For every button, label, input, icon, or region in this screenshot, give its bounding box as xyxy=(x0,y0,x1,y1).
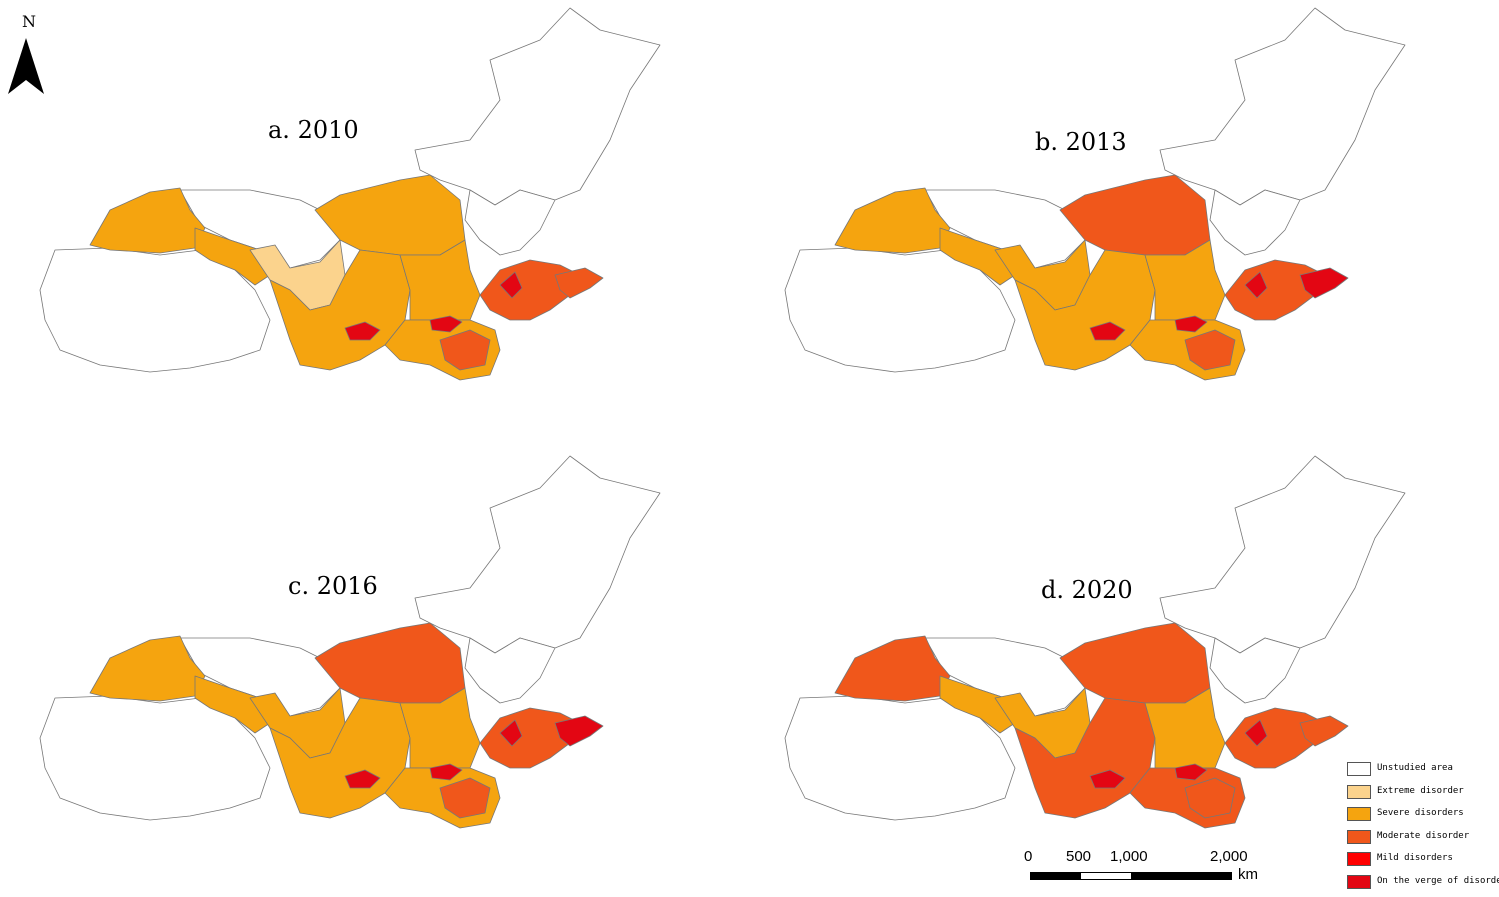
region-south-henan xyxy=(439,329,491,371)
map-2010 xyxy=(39,7,661,381)
region-hotspot-3 xyxy=(1244,719,1268,747)
map-regions xyxy=(39,455,661,829)
region-northeast xyxy=(1159,455,1406,654)
region-northeast xyxy=(414,455,661,654)
region-hotspot-2 xyxy=(429,315,463,333)
region-gansu-strip xyxy=(939,227,1016,286)
region-qinghai xyxy=(39,695,271,821)
region-west xyxy=(834,187,951,254)
region-qinghai xyxy=(784,247,1016,373)
region-northeast-south xyxy=(1209,189,1301,256)
legend-swatch xyxy=(1347,829,1371,844)
legend-item: On the verge of disorder xyxy=(1343,873,1499,896)
region-northeast xyxy=(1159,7,1406,206)
region-hotspot-1 xyxy=(344,321,381,341)
region-shaanxi xyxy=(269,697,411,819)
region-inner-mongolia-west xyxy=(179,189,341,269)
map-panel-2020: d. 2020 xyxy=(745,448,1445,878)
region-northeast-south xyxy=(464,189,556,256)
region-hotspot-2 xyxy=(429,763,463,781)
region-coast xyxy=(554,267,604,299)
north-arrow: N xyxy=(4,8,48,98)
region-west xyxy=(89,187,206,254)
scale-unit: km xyxy=(1238,866,1258,883)
region-inner-mongolia-west xyxy=(924,189,1086,269)
panel-title: d. 2020 xyxy=(1041,576,1133,604)
legend-label: Extreme disorder xyxy=(1377,785,1464,796)
panel-title: c. 2016 xyxy=(288,572,378,600)
map-2020 xyxy=(784,455,1406,829)
region-south-henan xyxy=(1184,329,1236,371)
region-hotspot-3 xyxy=(499,719,523,747)
legend-swatch xyxy=(1347,874,1371,889)
region-coast xyxy=(1299,715,1349,747)
panel-title: a. 2010 xyxy=(268,116,359,144)
map-regions xyxy=(39,7,661,381)
region-hotspot-1 xyxy=(1089,321,1126,341)
scale-bar: 0 500 1,000 2,000 km xyxy=(1020,848,1270,888)
region-shaanxi xyxy=(1014,697,1156,819)
scale-segment xyxy=(1080,872,1132,880)
legend-swatch xyxy=(1347,807,1371,821)
map-regions xyxy=(784,7,1406,381)
legend-item: Severe disorders xyxy=(1343,805,1499,828)
legend-item: Unstudied area xyxy=(1343,760,1499,783)
panel-title: b. 2013 xyxy=(1035,128,1127,156)
scale-segment xyxy=(1132,872,1232,880)
region-south-henan xyxy=(439,777,491,819)
region-hotspot-3 xyxy=(499,271,523,299)
region-inner-mongolia-west xyxy=(179,637,341,717)
map-panel-2013: b. 2013 xyxy=(745,0,1445,430)
region-qinghai xyxy=(39,247,271,373)
region-hotspot-2 xyxy=(1174,315,1208,333)
legend-label: Mild disorders xyxy=(1377,853,1453,863)
region-coast xyxy=(554,715,604,747)
legend: Unstudied area Extreme disorder Severe d… xyxy=(1343,760,1499,895)
map-2016 xyxy=(39,455,661,829)
region-hotspot-1 xyxy=(344,769,381,789)
map-panel-2010: a. 2010 xyxy=(0,0,700,430)
region-south-henan xyxy=(1184,777,1236,819)
legend-item: Mild disorders xyxy=(1343,850,1499,873)
region-west xyxy=(89,635,206,702)
region-shanxi xyxy=(1144,239,1226,321)
legend-item: Moderate disorder xyxy=(1343,828,1499,851)
scale-segment xyxy=(1030,872,1080,880)
north-arrow-icon xyxy=(8,38,44,94)
region-hotspot-2 xyxy=(1174,763,1208,781)
region-hotspot-1 xyxy=(1089,769,1126,789)
region-shanxi xyxy=(1144,687,1226,769)
region-shanxi xyxy=(399,687,481,769)
map-2013 xyxy=(784,7,1406,381)
region-hotspot-3 xyxy=(1244,271,1268,299)
legend-label: Severe disorders xyxy=(1377,808,1464,818)
region-northeast-south xyxy=(1209,637,1301,704)
map-panel-2016: c. 2016 xyxy=(0,448,700,878)
legend-item: Extreme disorder xyxy=(1343,783,1499,806)
scale-tick: 0 xyxy=(1024,848,1033,865)
map-regions xyxy=(784,455,1406,829)
region-coast xyxy=(1299,267,1349,299)
region-inner-mongolia-west xyxy=(924,637,1086,717)
region-northeast-south xyxy=(464,637,556,704)
scale-tick: 2,000 xyxy=(1210,848,1248,865)
region-shaanxi xyxy=(1014,249,1156,371)
legend-label: On the verge of disorder xyxy=(1377,875,1499,886)
north-letter: N xyxy=(22,12,36,31)
region-gansu-strip xyxy=(194,675,271,734)
legend-swatch xyxy=(1347,852,1371,866)
legend-label: Moderate disorder xyxy=(1377,830,1470,841)
region-shaanxi xyxy=(269,249,411,371)
region-gansu-strip xyxy=(939,675,1016,734)
scale-tick: 1,000 xyxy=(1110,848,1148,865)
region-west xyxy=(834,635,951,702)
legend-swatch xyxy=(1347,762,1371,776)
legend-swatch xyxy=(1347,784,1371,799)
region-qinghai xyxy=(784,695,1016,821)
region-northeast xyxy=(414,7,661,206)
region-gansu-strip xyxy=(194,227,271,286)
legend-label: Unstudied area xyxy=(1377,763,1453,773)
scale-tick: 500 xyxy=(1066,848,1092,865)
region-shanxi xyxy=(399,239,481,321)
